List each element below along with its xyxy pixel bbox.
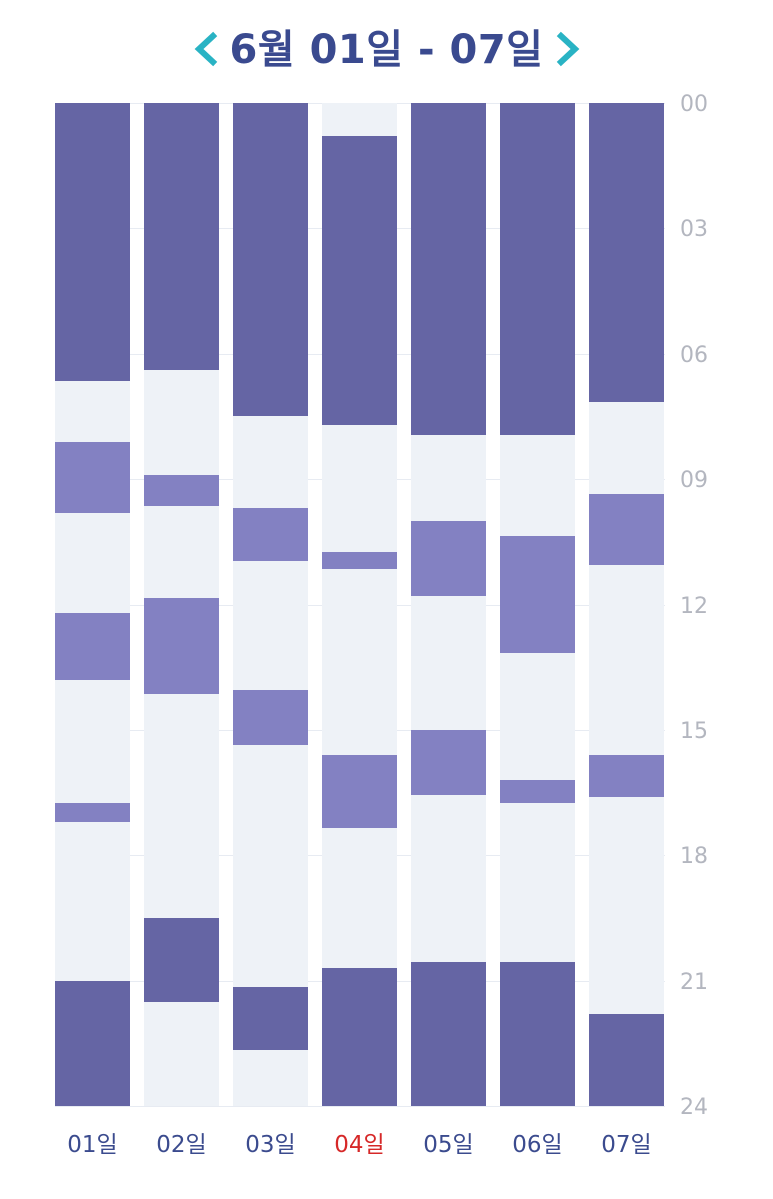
- light-segment: [233, 690, 308, 745]
- light-segment: [411, 520, 486, 597]
- week-header: 6월 01일 - 07일: [0, 18, 773, 82]
- y-tick-label: 00: [680, 92, 708, 117]
- deep-segment: [500, 961, 575, 1106]
- light-segment: [144, 598, 219, 695]
- chevron-left-icon: [194, 31, 218, 67]
- gridline: [55, 1106, 665, 1107]
- light-segment: [500, 780, 575, 803]
- light-segment: [500, 535, 575, 653]
- deep-segment: [55, 103, 130, 381]
- next-week-button[interactable]: [548, 24, 588, 74]
- day-column[interactable]: [589, 103, 664, 1106]
- light-segment: [144, 474, 219, 507]
- y-tick-label: 06: [680, 343, 708, 368]
- light-segment: [411, 729, 486, 795]
- deep-segment: [322, 968, 397, 1106]
- day-column[interactable]: [55, 103, 130, 1106]
- deep-segment: [144, 917, 219, 1002]
- day-column[interactable]: [322, 103, 397, 1106]
- light-segment: [55, 803, 130, 822]
- day-label: 06일: [512, 1132, 563, 1158]
- deep-segment: [589, 1014, 664, 1106]
- y-tick-label: 15: [680, 719, 708, 744]
- week-title: 6월 01일 - 07일: [229, 27, 544, 73]
- y-tick-label: 12: [680, 594, 708, 619]
- deep-segment: [500, 103, 575, 436]
- deep-segment: [322, 136, 397, 425]
- deep-segment: [589, 103, 664, 402]
- day-column[interactable]: [144, 103, 219, 1106]
- light-segment: [322, 754, 397, 829]
- deep-segment: [233, 986, 308, 1050]
- y-tick-label: 09: [680, 468, 708, 493]
- deep-segment: [55, 980, 130, 1106]
- light-segment: [589, 754, 664, 797]
- day-column[interactable]: [500, 103, 575, 1106]
- y-tick-label: 03: [680, 217, 708, 242]
- deep-segment: [411, 103, 486, 436]
- day-column[interactable]: [411, 103, 486, 1106]
- day-label: 05일: [423, 1132, 474, 1158]
- day-label: 07일: [601, 1132, 652, 1158]
- chevron-right-icon: [556, 31, 580, 67]
- day-label: 02일: [156, 1132, 207, 1158]
- deep-segment: [144, 103, 219, 371]
- previous-week-button[interactable]: [186, 24, 226, 74]
- light-segment: [233, 508, 308, 561]
- day-label: 01일: [67, 1132, 118, 1158]
- day-label: 03일: [245, 1132, 296, 1158]
- y-tick-label: 18: [680, 844, 708, 869]
- deep-segment: [411, 961, 486, 1106]
- light-segment: [322, 552, 397, 569]
- deep-segment: [233, 103, 308, 417]
- light-segment: [589, 493, 664, 565]
- light-segment: [55, 441, 130, 513]
- y-tick-label: 21: [680, 970, 708, 995]
- day-column[interactable]: [233, 103, 308, 1106]
- y-tick-label: 24: [680, 1095, 708, 1120]
- day-label: 04일: [334, 1132, 385, 1158]
- light-segment: [55, 612, 130, 680]
